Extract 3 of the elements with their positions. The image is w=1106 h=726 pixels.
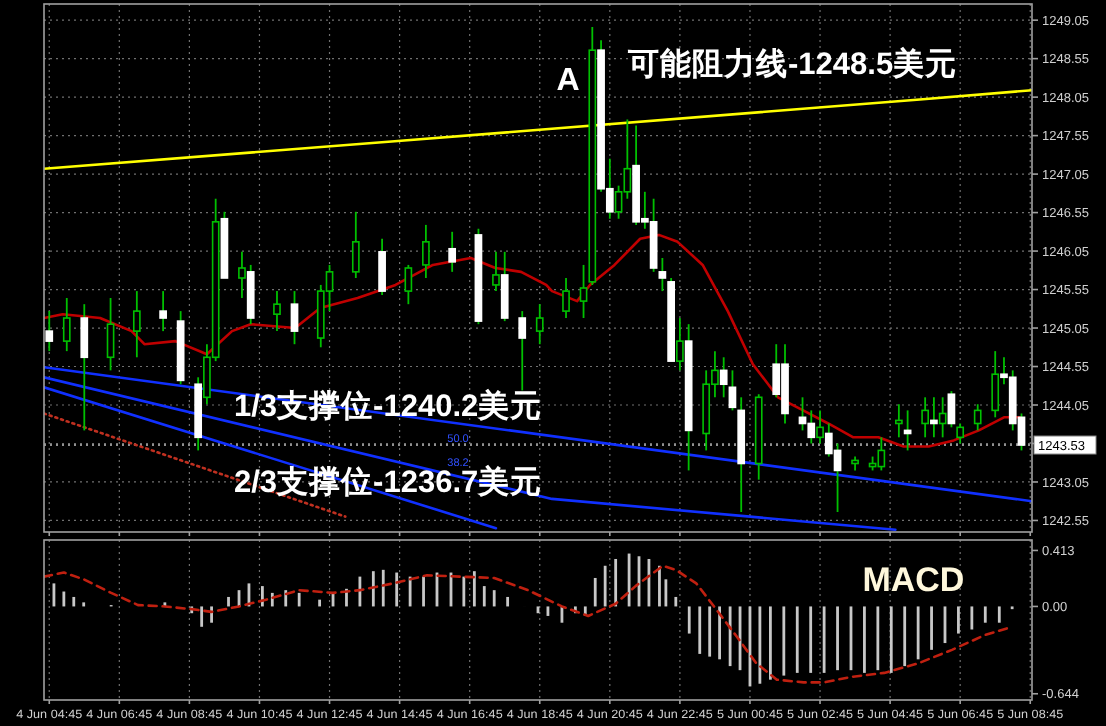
annotation: MACD xyxy=(862,561,965,600)
annotation: A xyxy=(556,64,581,98)
annotation: 可能阻力线-1248.5美元 xyxy=(626,44,958,82)
